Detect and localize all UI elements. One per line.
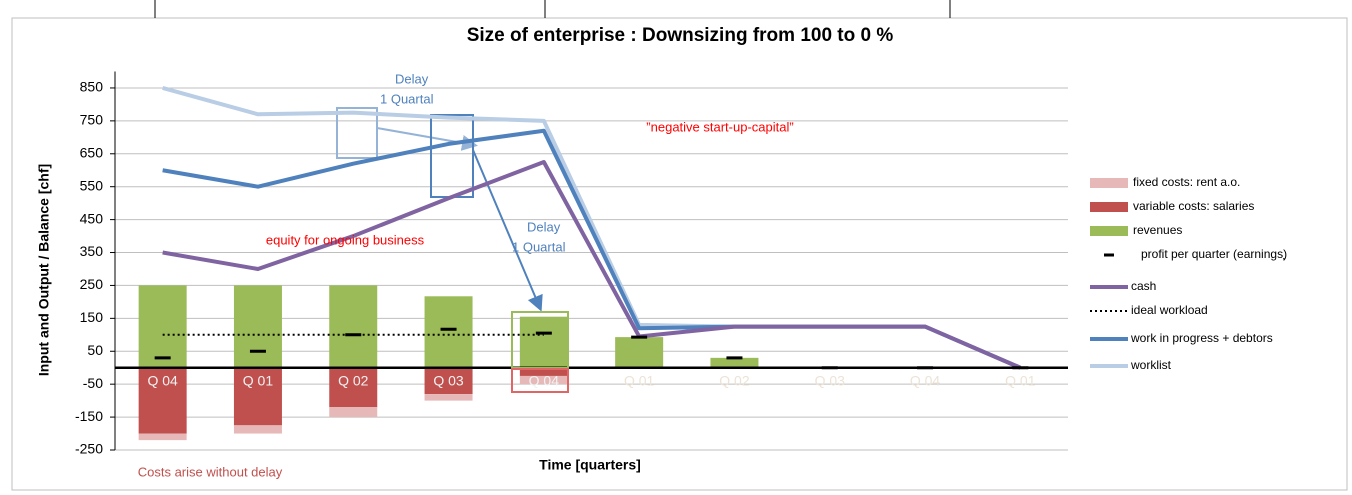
x-tick-label: Q 04 — [147, 372, 178, 388]
legend-swatch — [1090, 178, 1128, 188]
annotation: . — [1282, 247, 1286, 262]
bar — [138, 367, 187, 434]
annotation: Costs arise without delay — [138, 464, 283, 479]
bar — [519, 367, 568, 376]
bar — [329, 367, 378, 408]
delay-arrow — [472, 149, 543, 312]
y-tick-label: 650 — [80, 144, 104, 160]
y-tick-label: -150 — [75, 408, 103, 424]
bar — [329, 407, 378, 418]
y-tick-label: 850 — [80, 79, 104, 95]
bar — [233, 367, 282, 426]
legend-label: work in progress + debtors — [1130, 331, 1273, 345]
legend-swatch — [1090, 226, 1128, 236]
bar — [519, 316, 568, 368]
chart-title: Size of enterprise : Downsizing from 100… — [467, 25, 894, 46]
y-tick-label: 450 — [80, 210, 104, 226]
y-axis-label: Input and Output / Balance [chf] — [36, 164, 52, 376]
annotation: ”negative start-up-capital” — [646, 119, 793, 134]
x-tick-label: Q 01 — [624, 372, 655, 388]
y-tick-label: 750 — [80, 112, 104, 128]
bar — [519, 375, 568, 385]
bar — [424, 367, 473, 395]
x-tick-label: Q 03 — [433, 372, 464, 388]
bar — [424, 296, 473, 368]
bar — [233, 425, 282, 434]
bar — [615, 337, 664, 368]
y-tick-label: -250 — [75, 441, 103, 457]
annotation: Delay — [395, 71, 429, 86]
highlight-box — [511, 368, 569, 393]
x-axis-label: Time [quarters] — [539, 457, 641, 473]
y-tick-label: -50 — [83, 375, 103, 391]
bar — [138, 285, 187, 368]
series-line — [162, 160, 1022, 370]
legend-label: profit per quarter (earnings) — [1141, 247, 1287, 261]
legend-label: revenues — [1133, 223, 1182, 237]
legend-label: variable costs: salaries — [1133, 199, 1254, 213]
bar — [138, 433, 187, 441]
annotation: equity for ongoing business — [266, 232, 425, 247]
bar — [710, 357, 759, 368]
delay-box — [336, 107, 378, 159]
y-tick-label: 350 — [80, 243, 104, 259]
x-tick-label: Q 02 — [719, 372, 750, 388]
y-tick-label: 550 — [80, 177, 104, 193]
x-tick-label: Q 03 — [815, 372, 846, 388]
x-tick-label: Q 04 — [529, 372, 560, 388]
legend-label: fixed costs: rent a.o. — [1133, 175, 1240, 189]
y-tick-label: 150 — [80, 309, 104, 325]
bar — [233, 285, 282, 368]
x-tick-label: Q 04 — [910, 372, 941, 388]
x-tick-label: Q 02 — [338, 372, 369, 388]
x-tick-label: Q 01 — [1005, 372, 1036, 388]
y-tick-label: 50 — [87, 342, 103, 358]
legend-label: ideal workload — [1131, 303, 1208, 317]
legend-label: worklist — [1130, 358, 1172, 372]
legend-label: cash — [1131, 279, 1156, 293]
annotation: 1 Quartal — [380, 91, 434, 106]
x-tick-label: Q 01 — [243, 372, 274, 388]
bar — [424, 394, 473, 401]
annotation: Delay — [527, 219, 561, 234]
legend-swatch — [1090, 202, 1128, 212]
bar — [329, 285, 378, 368]
annotation: 1 Quartal — [512, 239, 566, 254]
y-tick-label: 250 — [80, 276, 104, 292]
